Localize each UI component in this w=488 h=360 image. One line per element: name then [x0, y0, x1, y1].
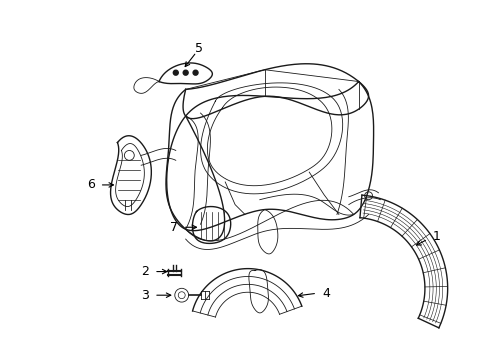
Text: 7: 7 [169, 221, 178, 234]
Circle shape [193, 70, 198, 75]
Text: 6: 6 [87, 179, 95, 192]
Text: 4: 4 [322, 287, 329, 300]
Text: 3: 3 [141, 289, 149, 302]
Text: 5: 5 [194, 41, 202, 55]
Circle shape [173, 70, 178, 75]
Text: 1: 1 [432, 230, 440, 243]
Text: 2: 2 [141, 265, 149, 278]
Circle shape [183, 70, 188, 75]
